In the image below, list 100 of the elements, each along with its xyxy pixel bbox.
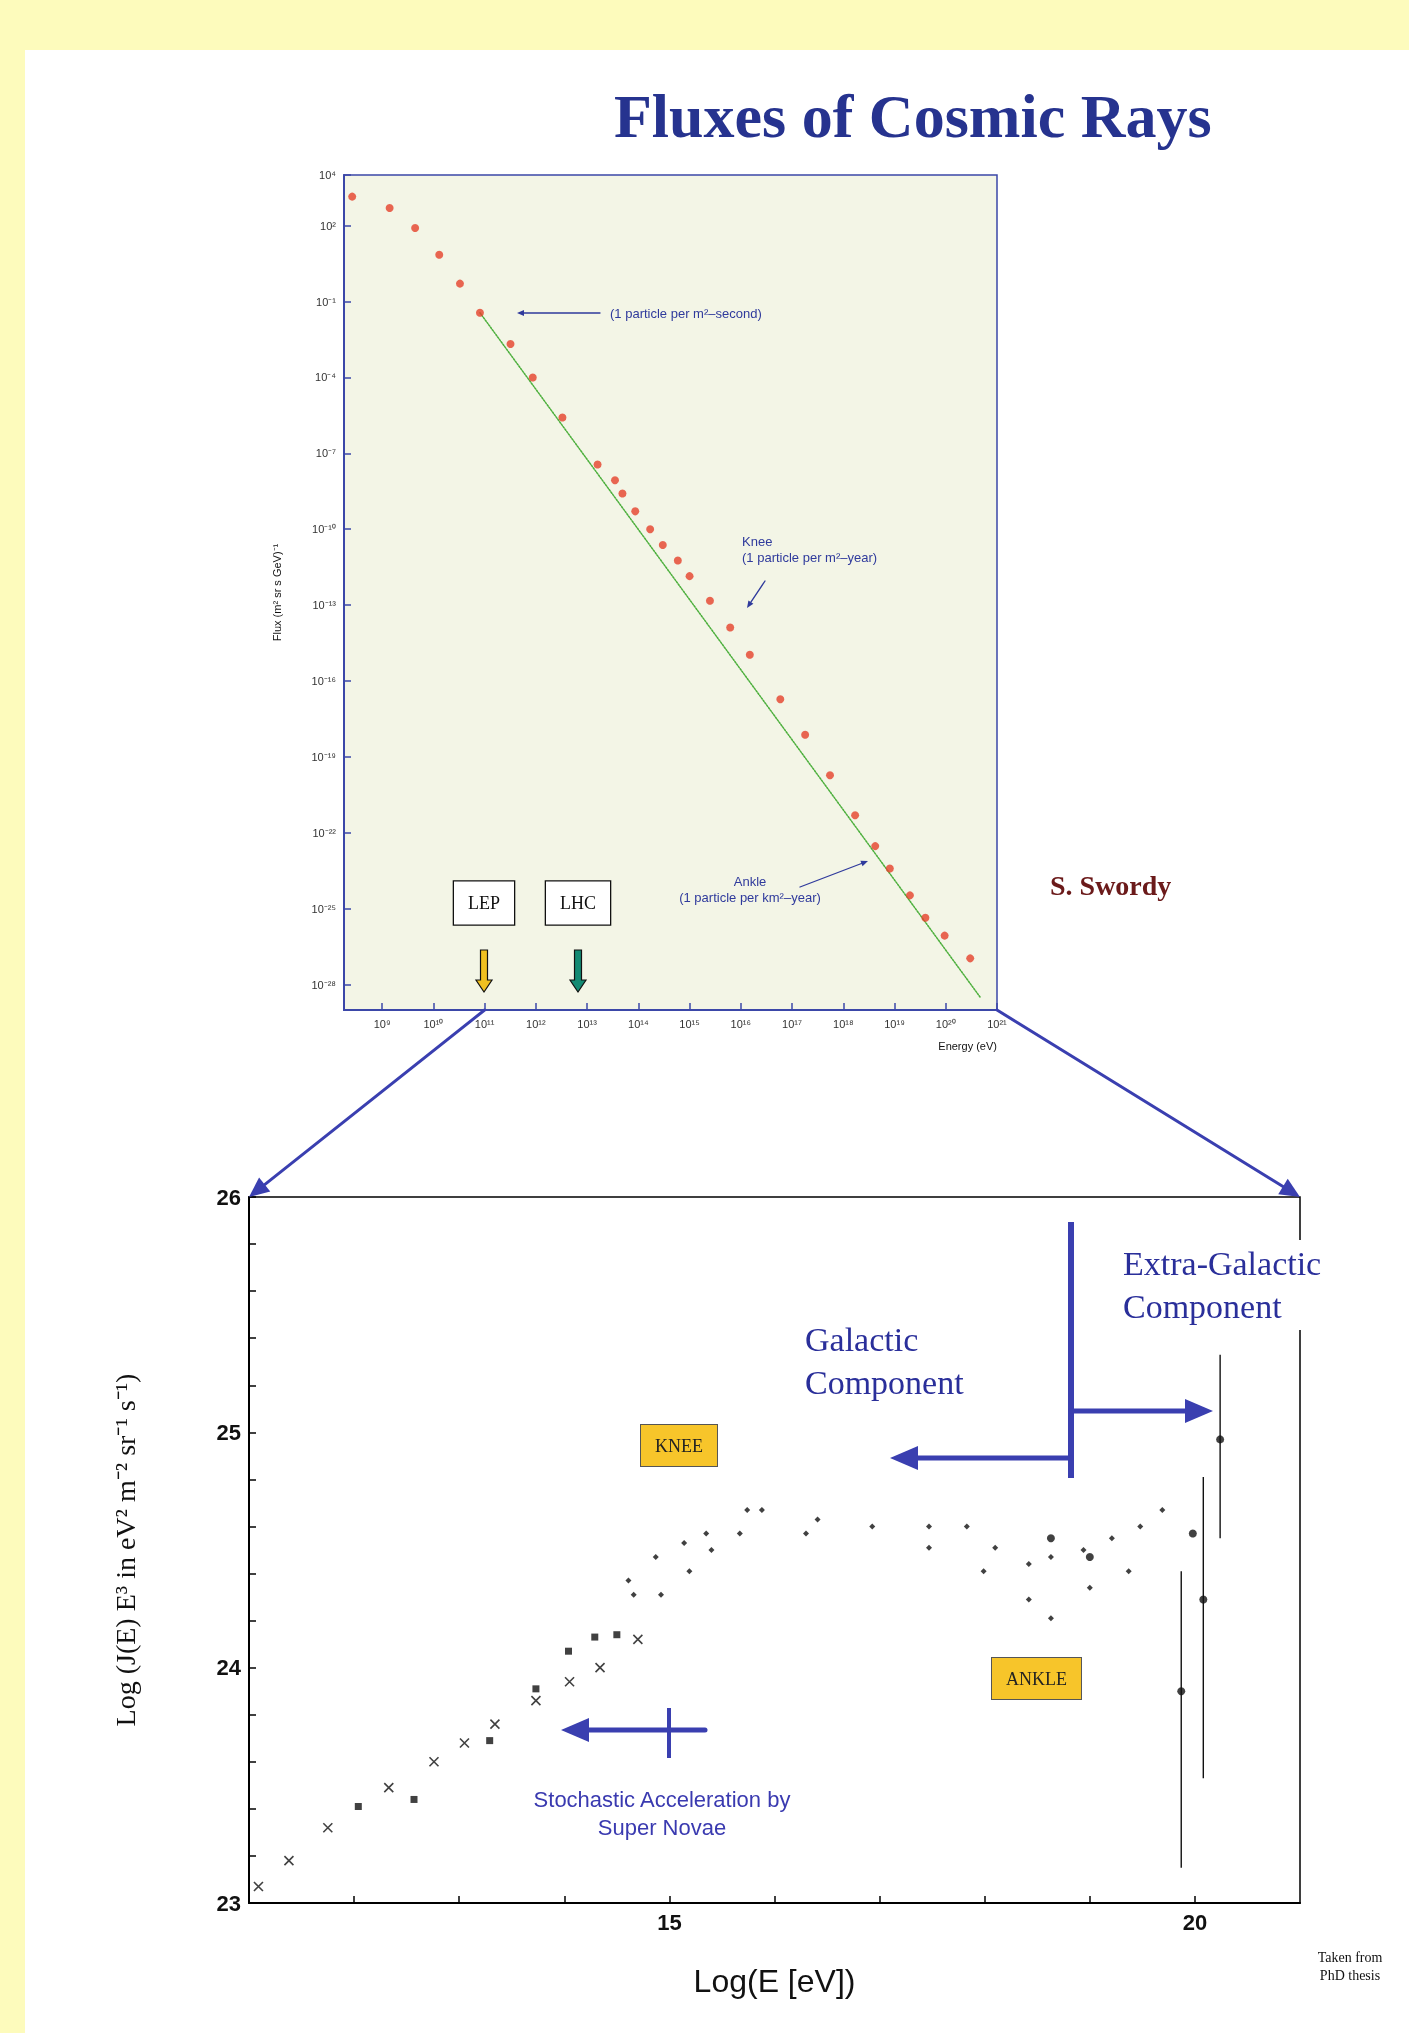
x-tick-label: 10¹¹ — [474, 1017, 495, 1030]
point — [564, 1676, 575, 1688]
annotation: (1 particle per m²–second) — [610, 305, 762, 321]
point — [980, 1568, 987, 1575]
point — [926, 1544, 932, 1551]
y-tick-label: 10⁻¹⁰ — [312, 523, 336, 536]
y-axis-title: Flux (m² sr s GeV)⁻¹ — [270, 543, 283, 642]
y-tick-label: 10⁻¹⁹ — [311, 750, 336, 763]
x-axis-title: Log(E [eV]) — [693, 1963, 856, 1999]
x-tick-label: 10¹⁶ — [730, 1017, 752, 1030]
point — [1025, 1596, 1032, 1603]
point — [703, 1530, 710, 1537]
x-tick-label: 10¹⁵ — [679, 1017, 700, 1030]
y-tick-label: 10⁻²² — [312, 826, 337, 839]
point — [1199, 1595, 1208, 1604]
annotation: Extra-Galactic Component — [1123, 1245, 1322, 1325]
point — [803, 1530, 810, 1537]
y-tick-label: 25 — [216, 1419, 241, 1445]
point — [1086, 1584, 1093, 1591]
y-axis-title: Log (J(E) E³ in eV² m⁻² sr⁻¹ s⁻¹) — [109, 1373, 141, 1727]
x-tick-label: 20 — [1182, 1909, 1208, 1935]
x-tick-label: 10⁹ — [373, 1017, 391, 1030]
point — [1085, 1553, 1094, 1562]
point — [530, 1695, 542, 1706]
point — [428, 1756, 440, 1768]
point — [652, 1554, 659, 1561]
point — [322, 1822, 334, 1833]
point — [1046, 1534, 1055, 1543]
x-tick-label: 10²⁰ — [935, 1017, 956, 1030]
annotation: LEP — [467, 893, 501, 913]
point — [1047, 1554, 1054, 1561]
point — [1177, 1687, 1186, 1696]
y-tick-label: 10² — [320, 219, 337, 232]
point — [1080, 1547, 1087, 1553]
point — [1125, 1568, 1132, 1575]
point — [489, 1718, 501, 1730]
x-axis-title: Energy (eV) — [938, 1039, 997, 1052]
point — [1025, 1561, 1032, 1568]
point — [758, 1506, 765, 1513]
point — [253, 1881, 264, 1892]
point — [632, 1634, 644, 1645]
y-tick-label: 24 — [216, 1655, 242, 1681]
x-tick-label: 10²¹ — [987, 1017, 1008, 1030]
point — [383, 1782, 395, 1793]
point — [532, 1685, 540, 1693]
x-tick-label: 10¹³ — [577, 1017, 598, 1030]
point — [992, 1544, 999, 1551]
x-tick-label: 10¹⁹ — [884, 1017, 905, 1030]
point — [613, 1631, 621, 1639]
point — [283, 1855, 295, 1866]
point — [354, 1803, 362, 1811]
x-tick-label: 10¹⁸ — [833, 1017, 854, 1030]
y-tick-label: 26 — [216, 1184, 241, 1210]
y-tick-label: 10⁻¹³ — [312, 599, 337, 612]
point — [625, 1577, 632, 1584]
point — [681, 1539, 688, 1546]
chart-title: Fluxes of Cosmic Rays — [614, 82, 1212, 150]
x-tick-label: 10¹⁴ — [628, 1017, 649, 1030]
annotation: KNEE — [655, 1435, 703, 1456]
annotation: Knee (1 particle per m²–year) — [742, 533, 878, 565]
point — [630, 1591, 637, 1598]
point — [736, 1530, 743, 1537]
point — [744, 1506, 751, 1513]
point — [594, 1662, 606, 1673]
point — [869, 1523, 876, 1530]
point — [708, 1547, 715, 1553]
y-tick-label: 10⁻²⁸ — [311, 978, 336, 991]
y-tick-label: 10⁴ — [319, 169, 337, 181]
point — [1047, 1615, 1054, 1622]
y-tick-label: 10⁻¹ — [316, 295, 337, 308]
point — [657, 1591, 664, 1598]
point — [1137, 1523, 1144, 1530]
y-tick-label: 10⁻⁷ — [315, 447, 337, 460]
point — [459, 1737, 470, 1749]
x-tick-label: 10¹⁷ — [782, 1017, 803, 1030]
annotation: Ankle (1 particle per km²–year) — [679, 873, 821, 905]
point — [1108, 1535, 1115, 1542]
point — [926, 1523, 932, 1530]
annotation: ANKLE — [1006, 1668, 1067, 1689]
point — [565, 1647, 572, 1655]
x-tick-label: 10¹² — [526, 1017, 546, 1030]
text: Taken from PhD thesis — [1317, 1949, 1383, 1983]
x-tick-label: 10¹⁰ — [423, 1017, 444, 1030]
point — [410, 1795, 418, 1803]
x-tick-label: 15 — [657, 1909, 682, 1935]
annotation: Stochastic Acceleration by Super Novae — [533, 1786, 791, 1840]
y-tick-label: 10⁻⁴ — [315, 371, 337, 384]
y-tick-label: 10⁻¹⁶ — [311, 675, 336, 688]
point — [1159, 1506, 1166, 1513]
point — [686, 1568, 693, 1575]
point — [963, 1523, 970, 1530]
point — [591, 1633, 599, 1641]
y-tick-label: 23 — [216, 1890, 241, 1916]
y-tick-label: 10⁻²⁵ — [311, 902, 336, 915]
point — [486, 1737, 494, 1745]
point — [1188, 1529, 1197, 1538]
annotation: LHC — [560, 893, 596, 913]
point — [814, 1516, 821, 1523]
text: S. Swordy — [1050, 870, 1172, 901]
point — [1216, 1435, 1225, 1444]
